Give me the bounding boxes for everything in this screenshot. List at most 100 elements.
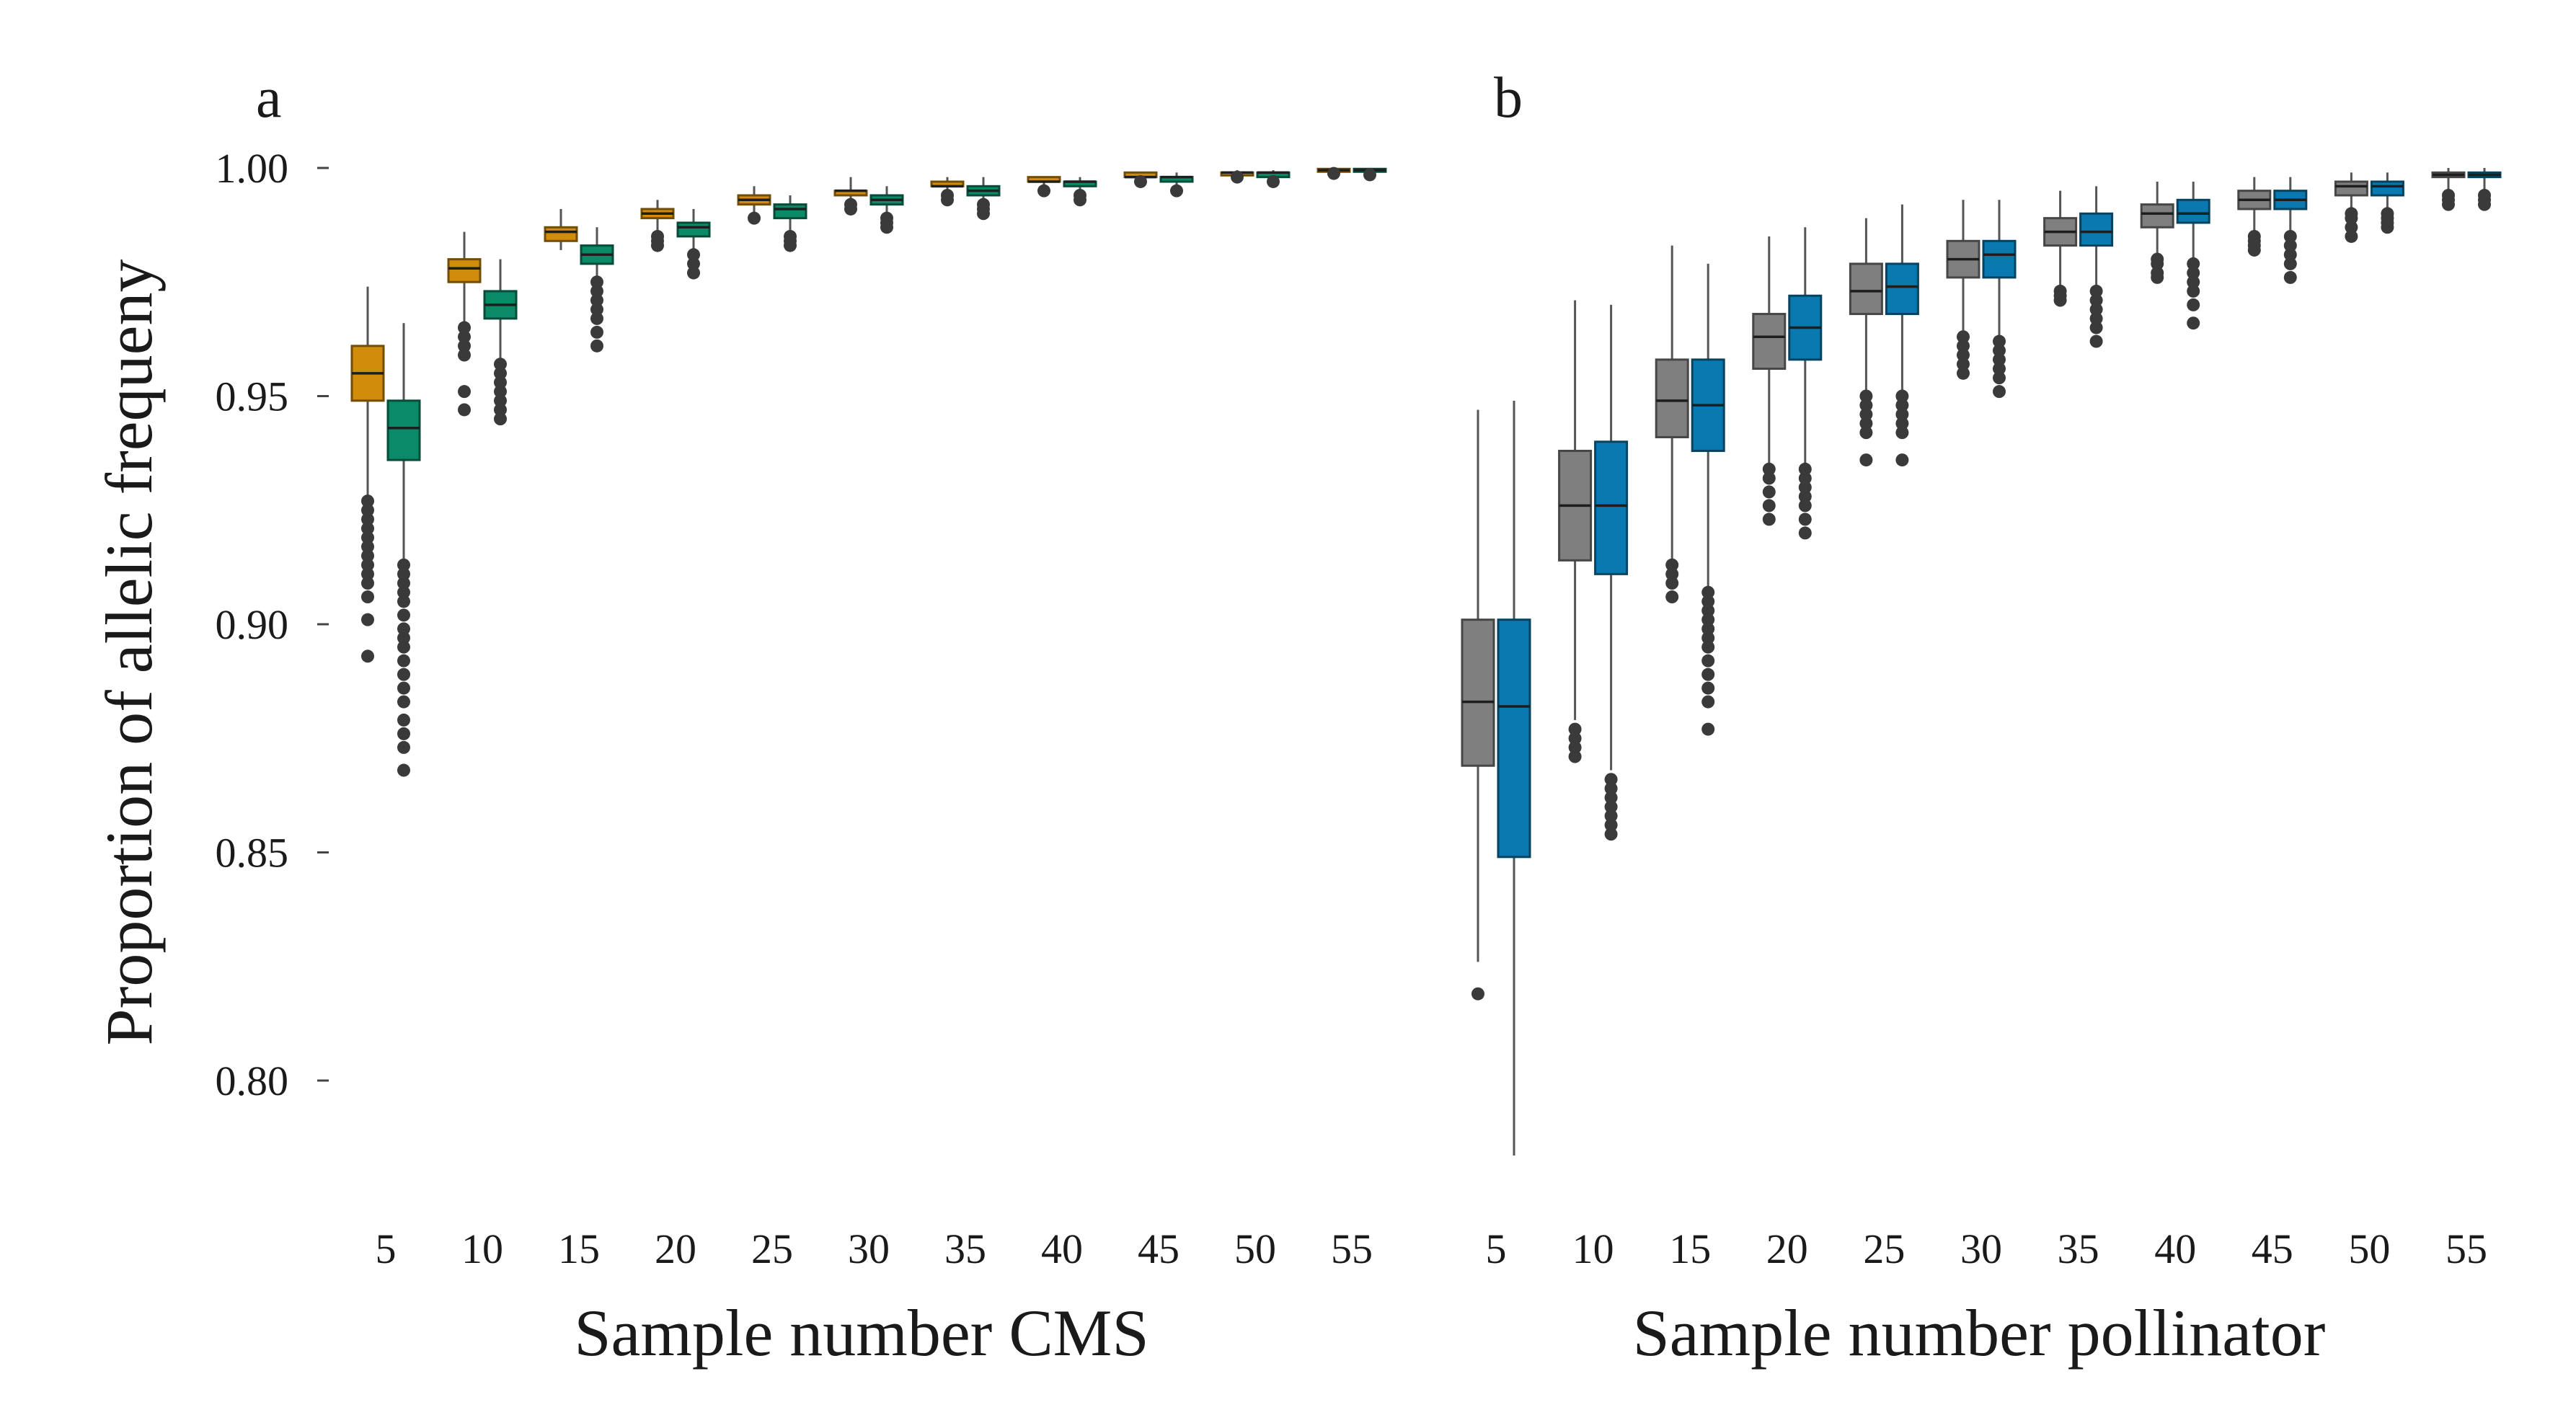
x-tick-label: 10 — [461, 1225, 503, 1272]
box-series-2-15 — [1691, 263, 1725, 736]
box-body — [773, 203, 807, 220]
outlier-point — [397, 654, 410, 668]
outlier-point — [1701, 654, 1715, 668]
box-series-2-35 — [2079, 186, 2114, 348]
outlier-point — [1604, 809, 1618, 822]
outlier-point — [2442, 198, 2455, 211]
outlier-point — [1957, 339, 1970, 352]
outlier-point — [1993, 334, 2006, 348]
box-series-2-20 — [1788, 227, 1823, 540]
outlier-point — [494, 403, 507, 417]
outlier-point — [1568, 732, 1582, 745]
x-tick-label: 40 — [2154, 1225, 2196, 1272]
box-body — [2176, 198, 2210, 224]
outlier-point — [590, 325, 603, 339]
x-tick-label: 20 — [655, 1225, 696, 1272]
outlier-point — [397, 740, 410, 754]
box-series-1-10 — [1558, 300, 1593, 763]
box-series-1-35 — [2043, 190, 2078, 307]
outlier-point — [458, 385, 471, 399]
outlier-point — [590, 303, 603, 316]
outlier-point — [361, 577, 374, 590]
outlier-point — [2089, 284, 2103, 298]
box-body — [2140, 203, 2174, 229]
box-series-2-40 — [2176, 181, 2210, 330]
x-tick-label: 50 — [2348, 1225, 2390, 1272]
outlier-point — [977, 207, 990, 221]
outlier-point — [397, 608, 410, 622]
outlier-point — [1762, 471, 1776, 485]
y-axis-title: Proportion of allelic frequeny — [92, 260, 166, 1046]
box-body — [386, 399, 421, 461]
outlier-point — [1701, 595, 1715, 608]
box-series-2-10 — [1594, 304, 1629, 841]
box-series-2-25 — [773, 195, 807, 252]
outlier-point — [2187, 316, 2200, 330]
outlier-point — [2089, 303, 2103, 316]
outlier-point — [1701, 695, 1715, 709]
box-series-1-35 — [930, 177, 965, 207]
outlier-point — [361, 613, 374, 626]
x-tick-label: 30 — [848, 1225, 890, 1272]
outlier-point — [651, 239, 664, 252]
outlier-point — [361, 549, 374, 563]
outlier-point — [397, 695, 410, 709]
box-body — [1594, 440, 1629, 575]
outlier-point — [361, 495, 374, 508]
outlier-point — [494, 376, 507, 389]
outlier-point — [590, 339, 603, 352]
box-series-1-40 — [1027, 176, 1061, 198]
outlier-point — [1798, 489, 1812, 503]
box-series-2-40 — [1063, 177, 1097, 207]
outlier-point — [2478, 198, 2491, 211]
box-series-1-20 — [1752, 236, 1787, 526]
outlier-point — [1604, 781, 1618, 795]
x-tick-label: 15 — [1669, 1225, 1711, 1272]
box-series-1-5 — [1461, 409, 1495, 1001]
outlier-point — [397, 681, 410, 695]
outlier-point — [1993, 371, 2006, 385]
outlier-point — [1701, 631, 1715, 644]
box-series-2-5 — [386, 323, 421, 777]
outlier-point — [397, 713, 410, 727]
outlier-point — [1798, 481, 1812, 495]
box-series-1-10 — [447, 231, 482, 417]
outlier-point — [458, 330, 471, 344]
outlier-point — [397, 577, 410, 590]
outlier-point — [2283, 257, 2297, 270]
outlier-point — [2187, 298, 2200, 311]
outlier-point — [2187, 266, 2200, 280]
outlier-point — [2283, 270, 2297, 284]
box-body — [1849, 262, 1883, 316]
outlier-point — [687, 248, 700, 262]
x-tick-label: 30 — [1960, 1225, 2002, 1272]
outlier-point — [458, 339, 471, 352]
outlier-point — [494, 394, 507, 407]
box-series-1-30 — [833, 177, 868, 216]
outlier-point — [1701, 681, 1715, 695]
x-axis-title: Sample number CMS — [574, 1296, 1148, 1370]
outlier-point — [2283, 248, 2297, 262]
outlier-point — [2247, 243, 2261, 257]
box-body — [1461, 618, 1495, 767]
box-series-1-55 — [2431, 168, 2466, 211]
box-series-1-15 — [544, 208, 578, 250]
outlier-point — [2381, 221, 2394, 234]
box-series-2-45 — [1159, 172, 1194, 198]
x-axis-title: Sample number pollinator — [1633, 1296, 2326, 1370]
outlier-point — [1471, 987, 1484, 1001]
box-body — [1655, 358, 1689, 438]
outlier-point — [397, 763, 410, 777]
outlier-point — [397, 727, 410, 740]
box-series-2-20 — [676, 208, 711, 280]
outlier-point — [880, 221, 893, 234]
outlier-point — [1762, 462, 1776, 476]
outlier-point — [361, 590, 374, 604]
outlier-point — [397, 567, 410, 581]
outlier-point — [1665, 577, 1679, 590]
outlier-point — [397, 668, 410, 681]
box-series-1-45 — [1123, 171, 1158, 188]
panel-a: a 1.00 0.95 0.90 0.85 0.80 Proportion of allel… — [92, 66, 1387, 1370]
outlier-point — [2089, 334, 2103, 348]
x-tick-label: 45 — [2252, 1225, 2293, 1272]
